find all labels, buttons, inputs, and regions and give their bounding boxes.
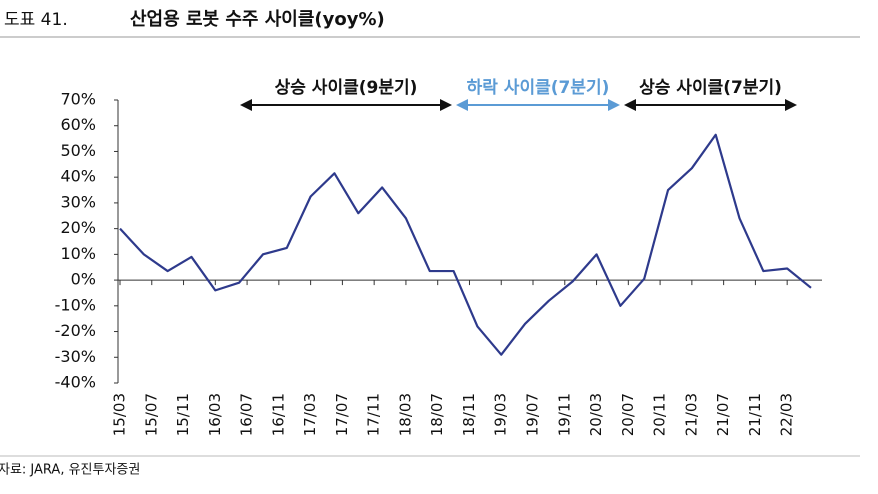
y-tick-label: -30% bbox=[55, 347, 96, 366]
y-tick-label: 30% bbox=[60, 192, 96, 211]
x-tick-label: 17/07 bbox=[333, 393, 351, 436]
x-tick-label: 19/03 bbox=[492, 393, 510, 436]
x-tick-label: 15/07 bbox=[142, 393, 160, 436]
chart-title: 산업용 로봇 수주 사이클(yoy%) bbox=[130, 9, 385, 30]
source: 자료: JARA, 유진투자증권 bbox=[0, 463, 140, 478]
arrow-head bbox=[456, 99, 468, 111]
x-tick-label: 15/11 bbox=[174, 393, 192, 436]
y-tick-label: 20% bbox=[60, 218, 96, 237]
x-tick-label: 15/03 bbox=[111, 393, 129, 436]
x-tick-label: 17/03 bbox=[301, 393, 319, 436]
y-tick-label: -20% bbox=[55, 321, 96, 340]
y-tick-label: 40% bbox=[60, 167, 96, 186]
arrow-head bbox=[608, 99, 620, 111]
x-tick-label: 19/11 bbox=[555, 393, 573, 436]
x-tick-label: 20/03 bbox=[587, 393, 605, 436]
x-tick-label: 16/03 bbox=[206, 393, 224, 436]
x-tick-label: 20/11 bbox=[651, 393, 669, 436]
y-tick-label: -10% bbox=[55, 295, 96, 314]
arrow-head bbox=[440, 99, 452, 111]
y-tick-label: 0% bbox=[71, 270, 96, 289]
x-tick-label: 16/11 bbox=[269, 393, 287, 436]
x-tick-label: 16/07 bbox=[238, 393, 256, 436]
arrow-head bbox=[240, 99, 252, 111]
y-tick-label: 70% bbox=[60, 90, 96, 109]
y-tick-label: 50% bbox=[60, 141, 96, 160]
x-tick-label: 21/11 bbox=[746, 393, 764, 436]
annotation-text: 하락 사이클(7분기) bbox=[467, 78, 610, 98]
x-tick-label: 22/03 bbox=[778, 393, 796, 436]
annotation-text: 상승 사이클(9분기) bbox=[275, 78, 418, 98]
y-tick-label: 10% bbox=[60, 244, 96, 263]
x-tick-label: 21/07 bbox=[714, 393, 732, 436]
y-tick-label: 60% bbox=[60, 115, 96, 134]
y-tick-label: -40% bbox=[55, 373, 96, 392]
x-tick-label: 18/03 bbox=[396, 393, 414, 436]
x-tick-label: 20/07 bbox=[619, 393, 637, 436]
x-tick-label: 18/11 bbox=[460, 393, 478, 436]
x-tick-label: 21/03 bbox=[682, 393, 700, 436]
figure-label: 도표 41. bbox=[4, 10, 68, 30]
line-series bbox=[119, 133, 812, 356]
x-tick-label: 17/11 bbox=[365, 393, 383, 436]
arrow-head bbox=[624, 99, 636, 111]
annotation-text: 상승 사이클(7분기) bbox=[639, 78, 782, 98]
x-tick-label: 18/07 bbox=[428, 393, 446, 436]
x-tick-label: 19/07 bbox=[524, 393, 542, 436]
arrow-head bbox=[785, 99, 797, 111]
